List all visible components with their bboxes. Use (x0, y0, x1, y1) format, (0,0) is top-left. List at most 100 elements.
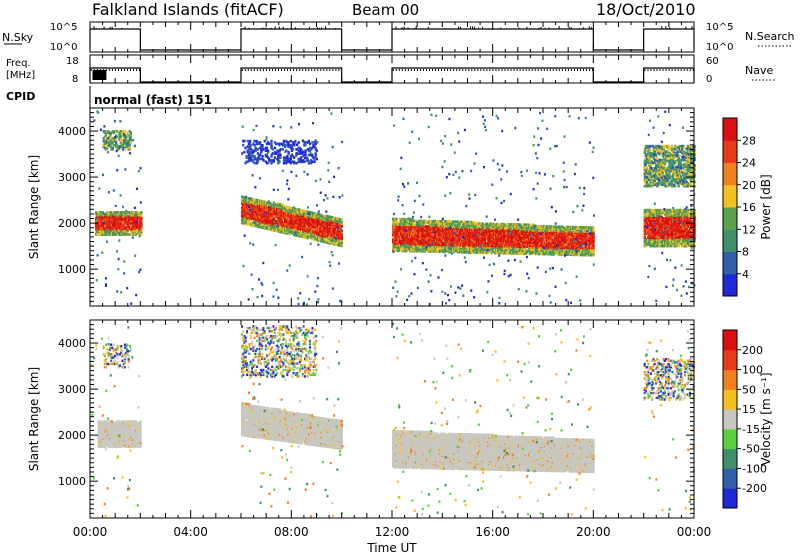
power-cell (109, 222, 112, 225)
power-cell (461, 250, 464, 254)
power-cell (517, 245, 520, 248)
power-cell (301, 160, 304, 164)
power-cell (393, 235, 396, 239)
power-cell (500, 235, 503, 238)
power-cell (482, 251, 485, 255)
power-cell (522, 246, 525, 250)
power-cell (472, 248, 475, 252)
power-cell (412, 234, 415, 238)
power-cell (259, 199, 262, 203)
power-cell (437, 246, 440, 249)
power-cell (418, 240, 421, 243)
power-cell (462, 238, 465, 242)
power-cell (401, 217, 404, 221)
power-cell (257, 142, 261, 146)
power-cell (286, 208, 289, 212)
power-cell (257, 221, 261, 225)
power-cell (442, 225, 446, 229)
power-cell (268, 142, 271, 146)
power-cell (314, 153, 317, 157)
power-cell (533, 248, 536, 252)
power-cell (308, 235, 312, 239)
power-cell (273, 156, 277, 159)
power-cell (515, 236, 518, 240)
power-cell (442, 242, 446, 245)
power-cell (294, 221, 297, 225)
power-cell (461, 220, 464, 224)
power-cell (285, 212, 288, 216)
power-cell (473, 230, 476, 234)
power-cell (456, 250, 459, 254)
power-cell (482, 250, 485, 253)
power-cell (495, 237, 498, 241)
power-cell (319, 235, 322, 239)
power-cell (502, 244, 506, 248)
power-cell (329, 218, 332, 222)
power-cell (401, 227, 404, 231)
power-cell (498, 235, 501, 238)
power-cell (473, 248, 476, 252)
power-cell (306, 217, 309, 221)
power-cell (95, 220, 98, 224)
power-cell (269, 224, 272, 227)
power-cell (418, 225, 421, 228)
power-cell (405, 246, 408, 250)
power-cell (119, 211, 123, 214)
power-cell (425, 230, 429, 234)
power-cell (530, 241, 533, 245)
power-cell (320, 219, 323, 222)
power-cell (427, 250, 430, 253)
freq-tick-top: 18 (66, 56, 79, 67)
power-cell (462, 239, 465, 243)
power-cell (419, 230, 422, 234)
power-cell (324, 231, 328, 234)
power-cell (282, 229, 286, 233)
power-cell (109, 218, 112, 221)
power-cell (110, 135, 113, 139)
power-cell (487, 234, 490, 238)
power-cell (259, 210, 262, 214)
power-cell (290, 230, 294, 233)
power-cell (116, 148, 119, 151)
power-cell (113, 230, 116, 234)
power-cell (538, 229, 541, 232)
power-cell (256, 222, 260, 226)
power-cell (484, 241, 488, 245)
power-cell (246, 223, 249, 226)
power-cell (261, 218, 264, 221)
power-cell (322, 215, 325, 219)
power-cell (420, 234, 423, 238)
power-cell (512, 224, 515, 228)
power-cell (330, 232, 333, 236)
power-cell (525, 237, 528, 240)
power-cell (517, 228, 520, 232)
power-cell (280, 142, 283, 146)
power-cell (439, 222, 442, 226)
power-cell (273, 150, 277, 154)
power-cell (281, 206, 284, 209)
power-cell (478, 233, 481, 236)
power-cell (306, 210, 309, 214)
power-cell (304, 215, 307, 219)
power-cell (501, 243, 505, 247)
power-cell (243, 220, 246, 224)
power-cell (136, 216, 140, 220)
power-cell (315, 219, 318, 223)
power-cell (456, 228, 459, 232)
power-cell (470, 247, 473, 250)
power-cell (521, 231, 524, 235)
power-cell (414, 238, 417, 242)
power-cell (278, 206, 281, 210)
power-cell (248, 139, 252, 143)
power-cell (529, 251, 532, 254)
power-cell (98, 223, 101, 227)
power-cell (510, 229, 514, 233)
power-cell (497, 239, 500, 242)
power-cell (445, 229, 448, 233)
power-cell (98, 222, 101, 225)
power-cell (261, 211, 264, 214)
power-cell (104, 229, 107, 232)
power-cell (490, 236, 493, 240)
power-cell (274, 226, 278, 230)
power-cell (124, 137, 127, 140)
